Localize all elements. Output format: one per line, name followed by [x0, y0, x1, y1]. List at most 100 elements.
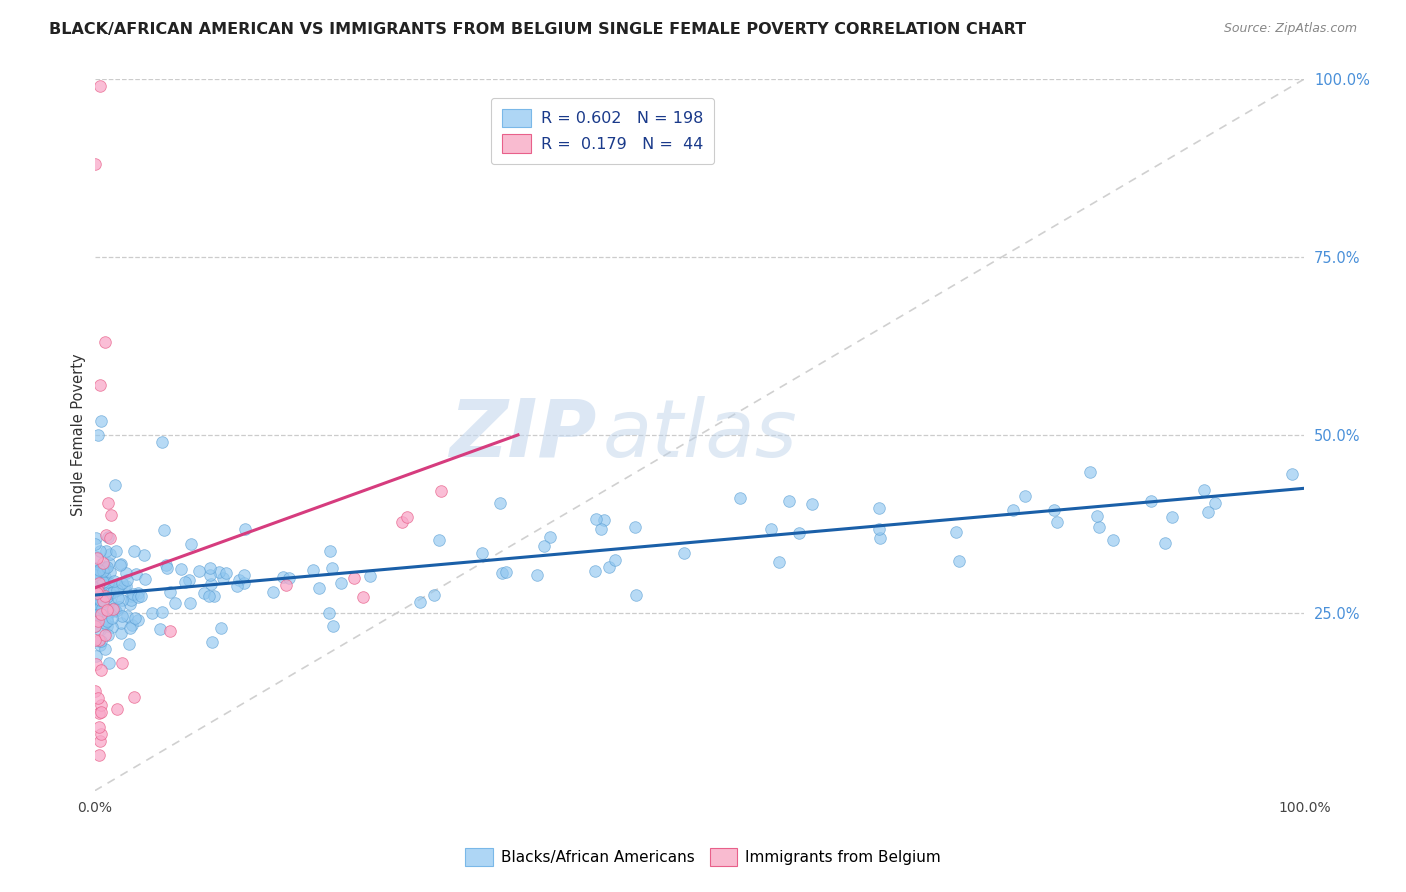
Point — [868, 500, 890, 515]
Point — [319, 543, 342, 558]
Point — [156, 560, 179, 574]
Point — [1080, 465, 1102, 479]
Point — [84, 567, 107, 582]
Point — [84, 564, 107, 578]
Point — [233, 522, 256, 536]
Point — [150, 605, 173, 619]
Point — [93, 560, 115, 574]
Point — [302, 562, 325, 576]
Point — [585, 512, 607, 526]
Text: ZIP: ZIP — [450, 396, 596, 474]
Point — [395, 510, 418, 524]
Point — [322, 619, 344, 633]
Point — [110, 615, 132, 630]
Point — [93, 562, 115, 576]
Point — [96, 603, 118, 617]
Point — [193, 586, 215, 600]
Point — [93, 599, 115, 614]
Point — [359, 569, 381, 583]
Point — [122, 544, 145, 558]
Legend: Blacks/African Americans, Immigrants from Belgium: Blacks/African Americans, Immigrants fro… — [458, 841, 948, 873]
Point — [98, 586, 121, 600]
Point — [89, 748, 111, 763]
Point — [1161, 510, 1184, 524]
Point — [202, 589, 225, 603]
Point — [103, 602, 125, 616]
Point — [1102, 533, 1125, 547]
Point — [491, 566, 513, 580]
Point — [97, 574, 120, 589]
Point — [115, 579, 138, 593]
Point — [352, 591, 374, 605]
Point — [108, 599, 131, 614]
Point — [111, 609, 134, 624]
Point — [111, 576, 134, 591]
Point — [121, 587, 143, 601]
Point — [155, 558, 177, 572]
Point — [115, 608, 138, 623]
Point — [87, 691, 110, 706]
Point — [110, 593, 132, 607]
Point — [187, 564, 209, 578]
Point — [422, 588, 444, 602]
Point — [200, 576, 222, 591]
Point — [84, 619, 107, 633]
Point — [83, 591, 105, 606]
Point — [89, 587, 111, 601]
Point — [98, 656, 121, 670]
Point — [90, 589, 112, 603]
Point — [471, 546, 494, 560]
Text: atlas: atlas — [603, 396, 797, 474]
Point — [274, 577, 297, 591]
Point — [90, 584, 112, 599]
Point — [318, 606, 340, 620]
Point — [1204, 496, 1226, 510]
Point — [86, 549, 108, 564]
Point — [124, 610, 146, 624]
Point — [90, 607, 112, 622]
Point — [226, 579, 249, 593]
Point — [84, 599, 107, 613]
Point — [271, 570, 294, 584]
Point — [97, 556, 120, 570]
Point — [118, 637, 141, 651]
Point — [391, 516, 413, 530]
Point — [87, 566, 110, 581]
Point — [103, 600, 125, 615]
Point — [98, 592, 121, 607]
Point — [623, 520, 645, 534]
Point — [132, 548, 155, 562]
Point — [592, 513, 614, 527]
Point — [89, 720, 111, 734]
Point — [308, 581, 330, 595]
Point — [105, 544, 128, 558]
Point — [97, 628, 120, 642]
Point — [96, 612, 118, 626]
Point — [198, 589, 221, 603]
Point — [343, 571, 366, 585]
Point — [538, 530, 561, 544]
Point — [108, 558, 131, 573]
Point — [868, 522, 890, 536]
Point — [127, 591, 149, 605]
Point — [948, 554, 970, 568]
Point — [262, 585, 284, 599]
Point — [105, 583, 128, 598]
Point — [87, 706, 110, 720]
Point — [84, 531, 107, 545]
Point — [84, 583, 107, 598]
Point — [232, 576, 254, 591]
Point — [86, 608, 108, 623]
Point — [121, 618, 143, 632]
Point — [89, 633, 111, 648]
Point — [89, 576, 111, 591]
Point — [120, 589, 142, 603]
Point — [94, 641, 117, 656]
Point — [84, 633, 107, 648]
Point — [495, 566, 517, 580]
Point — [111, 656, 134, 670]
Point — [84, 561, 107, 575]
Point — [97, 496, 120, 510]
Point — [86, 586, 108, 600]
Point — [103, 574, 125, 588]
